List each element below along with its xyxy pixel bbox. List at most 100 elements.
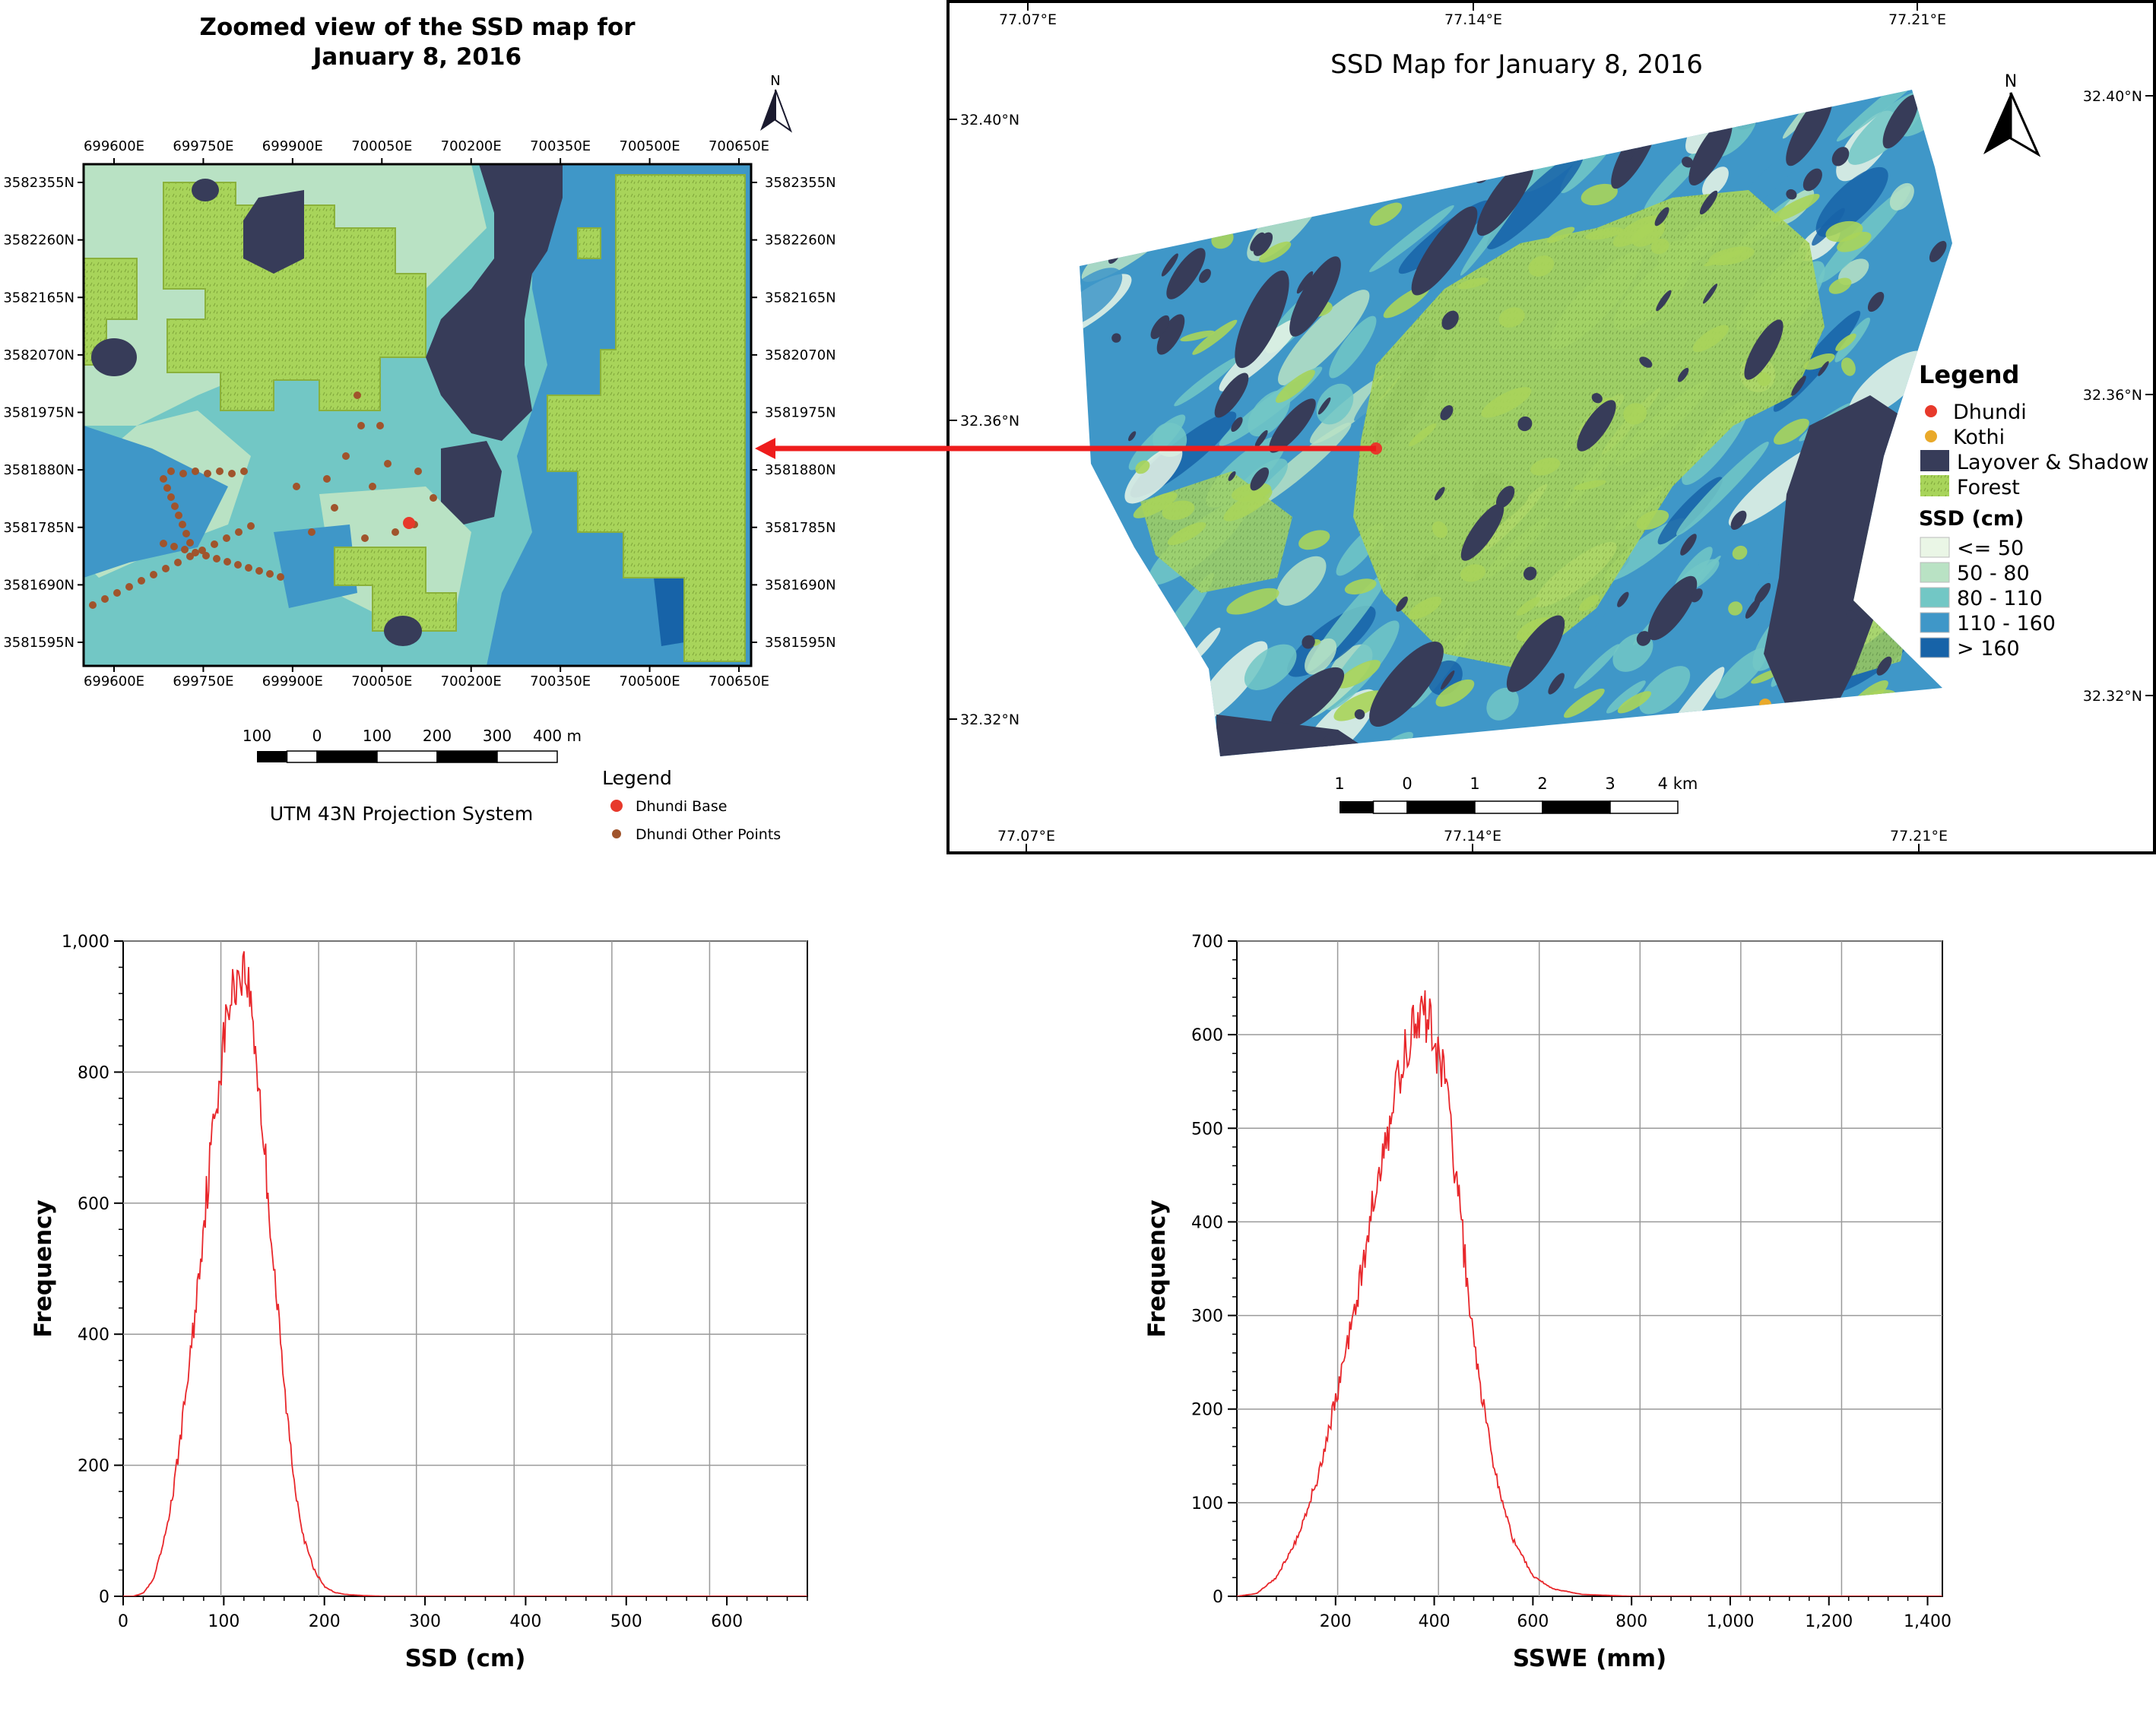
zoom-dhundi-other-point [160,540,167,547]
zoom-x-tick-label-top: 699900E [262,138,323,154]
main-layover-speck [1929,240,1947,262]
y-axis-label: Frequency [30,1200,57,1337]
main-scale-seg [1340,801,1374,813]
y-tick-label: 1,000 [62,933,109,952]
zoom-dhundi-other-point [277,573,284,581]
zoom-dhundi-other-point [255,567,263,575]
y-tick-label: 400 [1191,1213,1223,1232]
main-forest-patch [1223,488,1273,521]
y-axis-label: Frequency [1143,1200,1171,1337]
zoom-dhundi-other-point [171,502,179,510]
main-layover-speck [1128,431,1137,442]
legend-ssd-label: > 160 [1957,637,2020,661]
main-layover-shadow [1156,314,1185,355]
ssd-histogram: 0 200 400 600 800 1,000 0 100 200 300 400 500 600 SSD… [30,933,808,1672]
main-north-label: N [2005,72,2017,91]
zoom-y-tick-label-right: 3582260N [765,233,836,249]
zoom-dhundi-other-point [186,539,194,547]
zoom-link-arrowhead [755,438,775,459]
y-tick-label: 400 [78,1326,109,1345]
x-tick-label: 200 [1320,1612,1352,1631]
main-forest-patch [1481,387,1532,418]
main-layover-shadow [1369,642,1444,727]
main-layover-speck [1654,207,1669,227]
y-tick-label: 0 [99,1588,109,1607]
zoom-dhundi-other-point [192,549,199,556]
x-tick-label: 1,200 [1805,1612,1853,1631]
main-layover-speck [1623,146,1636,163]
main-forest-patch [1563,688,1605,718]
main-ssd-patch [1369,204,1454,273]
legend-dhundi-other: Dhundi Other Points [636,826,781,843]
main-top-lon-label: 77.14°E [1444,11,1502,28]
zoom-dhundi-other-point [179,470,187,477]
histogram-line [123,951,807,1596]
x-tick-label: 0 [118,1612,128,1631]
legend-layover: Layover & Shadow [1957,451,2149,474]
main-forest-patch [1636,509,1669,531]
zoom-scale-seg [316,750,378,763]
zoom-dhundi-other-point [293,483,300,490]
zoom-x-tick-label-bottom: 699750E [173,673,233,689]
main-layover-speck [1161,253,1178,277]
legend-ssd-swatch [1920,537,1950,558]
main-layover-shadow [1270,667,1345,732]
main-layover-shadow [1289,256,1341,337]
main-ssd-patch [1701,166,1729,197]
zoom-y-tick-label-right: 3582355N [765,175,836,191]
x-tick-label: 200 [309,1612,341,1631]
x-tick-label: 100 [208,1612,239,1631]
main-ssd-patch [1329,315,1377,379]
zoom-layover-d [91,338,137,376]
x-tick-label: 600 [711,1612,743,1631]
main-legend-title: Legend [1919,360,2019,389]
main-forest-patch [1408,596,1442,620]
main-layover-speck [1250,232,1265,252]
main-left-lat-label: 32.40°N [960,112,1019,128]
main-scale-label: 3 [1605,775,1615,793]
zoom-dhundi-other-point [357,422,365,429]
zoom-layover-b [441,441,502,524]
sswe-histogram: 0 100 200 300 400 500 600 700 200 400 600 800 1,000 1… [1143,933,1951,1672]
zoom-scale-label: 100 [363,727,392,745]
main-forest-patch [1457,277,1489,290]
main-forest-patch [1259,241,1292,263]
main-forest-patch [1275,369,1315,403]
legend-dhundi-base: Dhundi Base [636,798,727,815]
main-forest-patch [1192,319,1238,355]
main-forest-patch [1835,333,1856,351]
main-forest-patch [1528,255,1555,277]
zoom-y-tick-label-left: 3582355N [3,175,75,191]
legend-dhundi-marker [1925,405,1937,417]
zoom-dhundi-other-point [213,555,220,563]
main-layover-speck [1396,596,1408,612]
main-bottom-lon-label: 77.21°E [1890,828,1948,845]
main-layover-speck [1699,190,1718,215]
zoom-y-tick-label-right: 3581595N [765,635,836,651]
main-scale-label: 1 [1470,775,1479,793]
main-ssd-patch [1124,445,1183,504]
main-forest-patch [1498,307,1525,328]
zoom-dhundi-other-point [235,528,243,536]
legend-ssd-label: 110 - 160 [1957,612,2056,635]
main-layover-shadow [1744,319,1783,380]
zoom-dhundi-base-point [403,517,415,529]
zoom-dhundi-other-point [234,561,242,569]
legend-dhundi-base-marker [610,800,623,812]
zoom-dhundi-other-point [392,528,399,536]
zoom-x-tick-label-top: 700650E [709,138,769,154]
zoom-y-tick-label-left: 3582260N [3,233,75,249]
legend-layover-swatch [1920,450,1949,471]
zoom-map-title-line2: January 8, 2016 [312,43,522,71]
zoom-map-grid-ticks: 699600E 699600E 699750E 699750E 699900E 69990… [3,138,835,689]
zoom-scale-label: 400 m [533,727,582,745]
main-map-legend: Legend Dhundi Kothi Layover & Shadow For… [1919,360,2149,661]
zoom-y-tick-label-right: 3581975N [765,405,836,421]
main-layover-shadow [1882,94,1919,149]
main-scale-label: 2 [1537,775,1547,793]
zoom-dhundi-other-point [323,475,331,483]
main-layover-shadow [1166,248,1206,299]
main-forest-patch [1460,564,1486,582]
main-forest-patch [1771,193,1820,222]
